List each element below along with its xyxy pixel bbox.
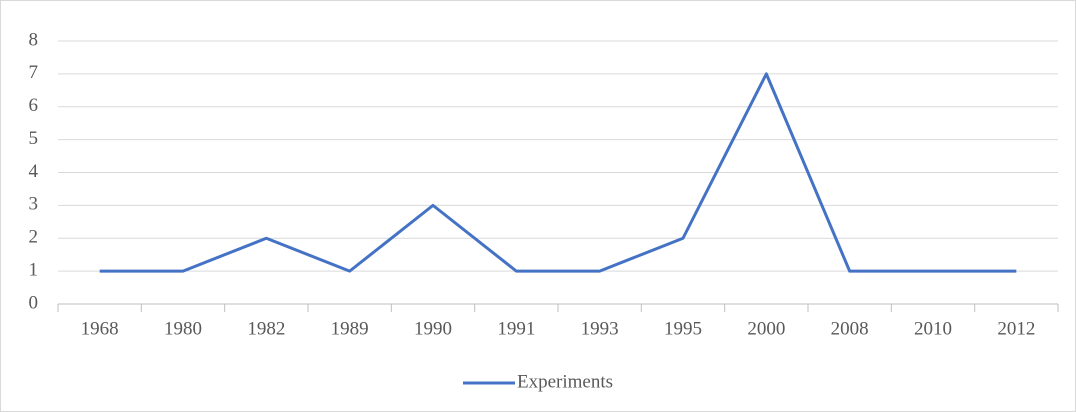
- x-tick-label: 2008: [831, 318, 869, 339]
- x-tick-label: 2000: [747, 318, 785, 339]
- x-tick-label: 1991: [497, 318, 535, 339]
- y-tick-label: 8: [29, 29, 39, 50]
- x-tick-label: 1982: [247, 318, 285, 339]
- y-tick-label: 4: [29, 161, 39, 182]
- x-tick-label: 1993: [581, 318, 619, 339]
- y-tick-label: 1: [29, 259, 39, 280]
- y-tick-label: 6: [29, 95, 39, 116]
- y-tick-label: 3: [29, 194, 39, 215]
- y-tick-label: 5: [29, 128, 39, 149]
- y-tick-label: 2: [29, 227, 39, 248]
- y-tick-label: 0: [29, 292, 39, 313]
- x-tick-label: 1995: [664, 318, 702, 339]
- x-tick-label: 2012: [997, 318, 1035, 339]
- y-tick-label: 7: [29, 62, 39, 83]
- x-tick-label: 1980: [164, 318, 202, 339]
- x-tick-label: 1968: [81, 318, 119, 339]
- x-tick-label: 1989: [331, 318, 369, 339]
- legend-label: Experiments: [517, 371, 613, 392]
- x-tick-label: 1990: [414, 318, 452, 339]
- line-series: [99, 72, 1017, 273]
- x-tick-label: 2010: [914, 318, 952, 339]
